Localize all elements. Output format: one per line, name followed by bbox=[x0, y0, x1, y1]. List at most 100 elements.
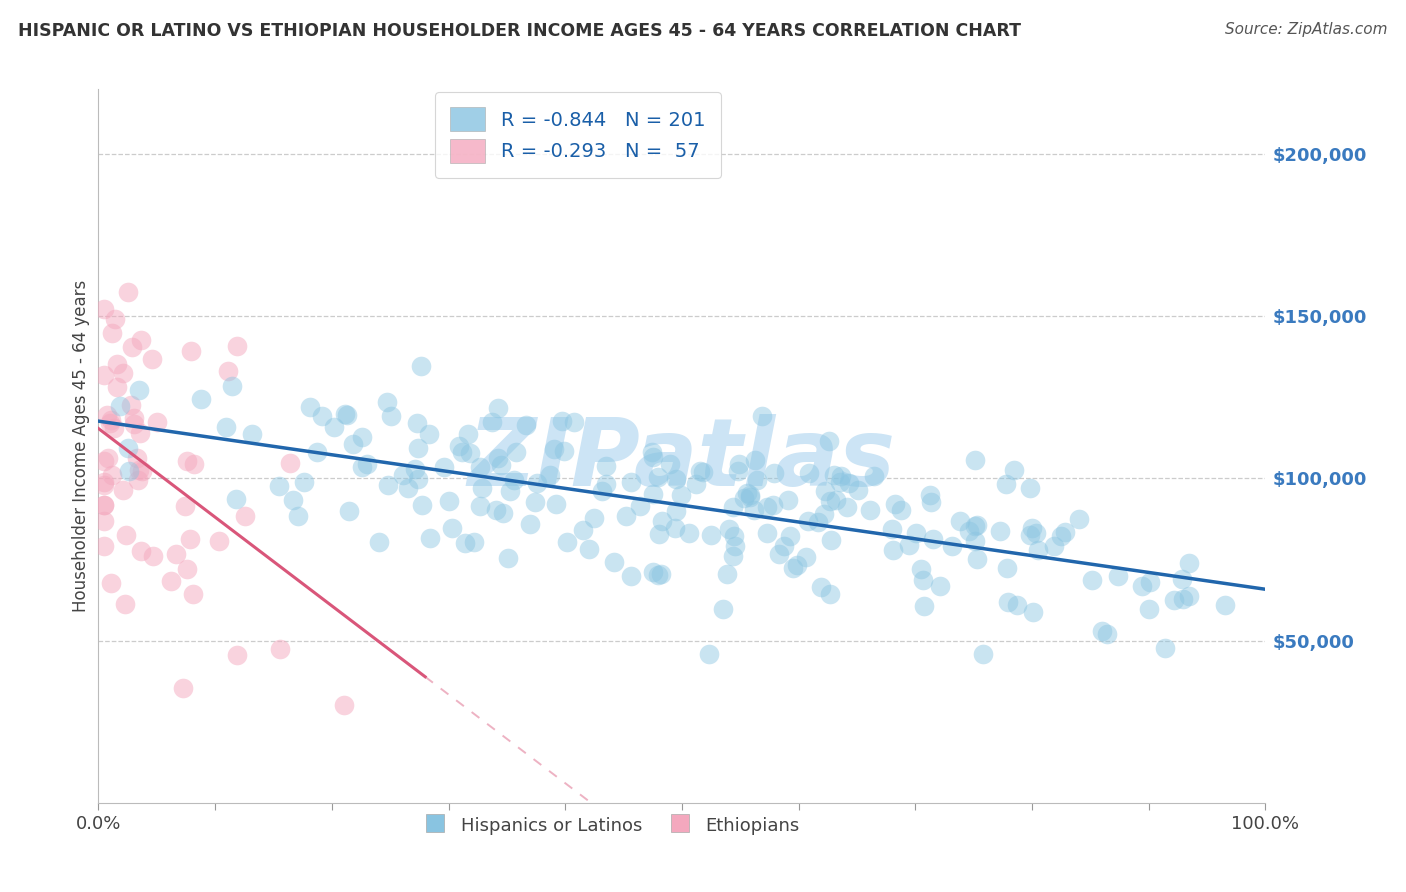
Point bbox=[928, 579, 950, 593]
Point bbox=[1002, 463, 1025, 477]
Point bbox=[114, 597, 136, 611]
Point bbox=[1054, 524, 1077, 539]
Point bbox=[838, 476, 860, 491]
Point bbox=[543, 442, 565, 457]
Point bbox=[159, 574, 181, 589]
Point bbox=[1018, 481, 1040, 495]
Point bbox=[439, 494, 461, 508]
Point bbox=[418, 426, 440, 441]
Point bbox=[963, 452, 986, 467]
Point bbox=[101, 326, 124, 341]
Point bbox=[650, 566, 672, 581]
Point bbox=[678, 526, 700, 541]
Point bbox=[93, 477, 115, 491]
Point bbox=[129, 544, 152, 558]
Point bbox=[131, 464, 153, 478]
Point bbox=[458, 446, 481, 460]
Point bbox=[502, 474, 524, 488]
Point bbox=[368, 535, 391, 549]
Point bbox=[762, 466, 785, 480]
Point bbox=[738, 488, 761, 502]
Point bbox=[235, 508, 257, 523]
Point bbox=[292, 475, 315, 489]
Point bbox=[966, 552, 988, 566]
Point bbox=[823, 468, 845, 483]
Point bbox=[912, 599, 935, 613]
Point bbox=[830, 469, 852, 483]
Point bbox=[332, 698, 354, 713]
Point bbox=[814, 484, 837, 499]
Point bbox=[863, 468, 886, 483]
Point bbox=[278, 456, 301, 470]
Point bbox=[1154, 640, 1177, 655]
Point bbox=[735, 486, 758, 500]
Point bbox=[700, 528, 723, 542]
Point bbox=[375, 395, 398, 409]
Point bbox=[322, 420, 344, 434]
Point bbox=[761, 498, 783, 512]
Point bbox=[591, 483, 613, 498]
Point bbox=[699, 647, 721, 661]
Point bbox=[419, 532, 441, 546]
Point bbox=[221, 379, 243, 393]
Point bbox=[595, 476, 617, 491]
Point bbox=[692, 465, 714, 479]
Point bbox=[380, 409, 402, 423]
Point bbox=[1018, 528, 1040, 542]
Point bbox=[1130, 579, 1153, 593]
Point bbox=[890, 502, 912, 516]
Point bbox=[553, 444, 575, 458]
Point bbox=[505, 444, 527, 458]
Point bbox=[486, 450, 509, 465]
Point bbox=[918, 488, 941, 502]
Point bbox=[1178, 589, 1201, 603]
Point bbox=[820, 533, 842, 548]
Point bbox=[337, 504, 360, 518]
Point bbox=[103, 312, 125, 326]
Point bbox=[724, 539, 747, 553]
Point bbox=[859, 503, 882, 517]
Point bbox=[603, 555, 626, 569]
Point bbox=[882, 543, 904, 558]
Point bbox=[283, 493, 305, 508]
Point bbox=[685, 476, 707, 491]
Point bbox=[457, 426, 479, 441]
Point bbox=[1042, 540, 1064, 554]
Point bbox=[664, 521, 686, 535]
Point bbox=[779, 529, 801, 543]
Point bbox=[810, 580, 832, 594]
Point bbox=[299, 400, 322, 414]
Point bbox=[995, 477, 1018, 491]
Point bbox=[1177, 556, 1199, 570]
Point bbox=[287, 508, 309, 523]
Point bbox=[174, 499, 197, 513]
Point bbox=[406, 441, 429, 455]
Point bbox=[716, 566, 738, 581]
Point bbox=[526, 476, 548, 491]
Point bbox=[117, 285, 139, 300]
Point bbox=[659, 457, 682, 471]
Point bbox=[846, 483, 869, 497]
Point bbox=[93, 539, 115, 553]
Point bbox=[546, 497, 568, 511]
Point bbox=[773, 540, 796, 554]
Point bbox=[744, 503, 766, 517]
Point bbox=[524, 495, 547, 509]
Point bbox=[628, 499, 651, 513]
Point bbox=[129, 334, 152, 348]
Point bbox=[723, 529, 745, 543]
Point bbox=[97, 450, 120, 465]
Point bbox=[557, 535, 579, 549]
Point bbox=[1025, 526, 1047, 541]
Point bbox=[665, 472, 688, 486]
Point bbox=[920, 494, 942, 508]
Point bbox=[578, 542, 600, 557]
Point bbox=[141, 351, 163, 366]
Point bbox=[463, 535, 485, 549]
Point bbox=[105, 380, 128, 394]
Point bbox=[496, 550, 519, 565]
Point bbox=[181, 587, 204, 601]
Point bbox=[768, 547, 790, 561]
Legend: Hispanics or Latinos, Ethiopians: Hispanics or Latinos, Ethiopians bbox=[415, 806, 808, 844]
Point bbox=[905, 526, 928, 541]
